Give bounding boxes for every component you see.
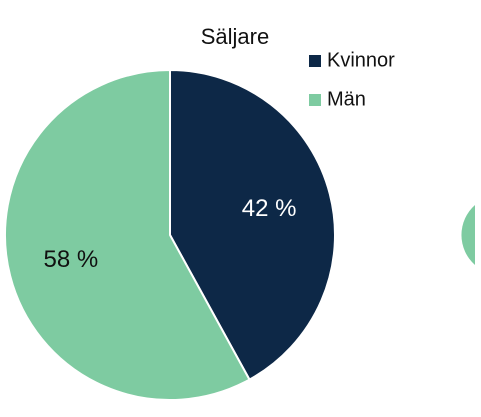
legend-label: Kvinnor bbox=[327, 49, 395, 71]
data-label: 42 % bbox=[242, 195, 297, 222]
legend-swatch bbox=[309, 94, 321, 106]
chart-title: Säljare bbox=[201, 24, 269, 49]
legend-label: Män bbox=[327, 88, 366, 110]
legend-swatch bbox=[309, 55, 321, 67]
clipped-shape bbox=[461, 205, 475, 265]
pie-slice bbox=[4, 68, 251, 401]
pie-slice bbox=[169, 68, 336, 381]
data-label: 58 % bbox=[44, 246, 99, 273]
